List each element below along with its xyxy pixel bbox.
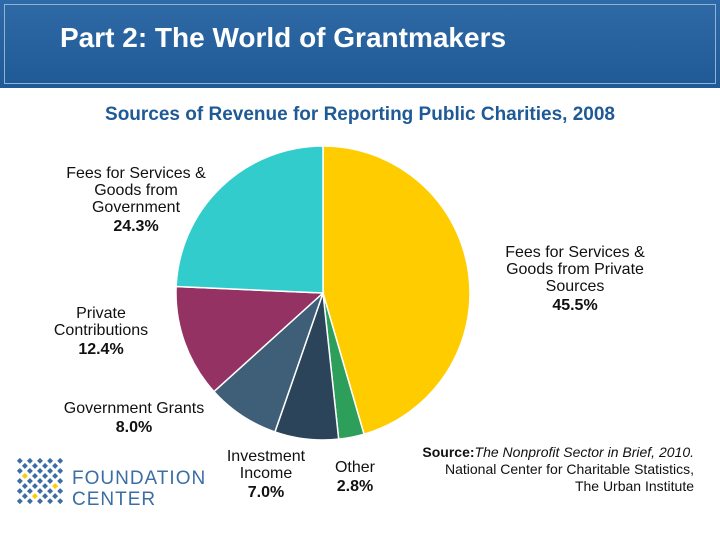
slice-label-investment-income: Investment Income xyxy=(227,448,306,482)
slice-value-other: 2.8% xyxy=(337,478,373,495)
diamond-mark-icon xyxy=(16,457,64,505)
slice-label-private-contributions: Private Contributions xyxy=(54,305,148,339)
slide-header: Part 2: The World of Grantmakers xyxy=(0,0,720,88)
pie-labels: Fees for Services & Goods from Private Sou… xyxy=(54,165,645,501)
logo-line-2: CENTER xyxy=(72,489,157,510)
slice-label-fees-private-sources: Fees for Services & Goods from Private Sou… xyxy=(505,244,645,295)
slice-value-government-grants: 8.0% xyxy=(116,419,152,436)
logo-wordmark: FOUNDATION CENTER xyxy=(72,468,206,510)
chart-title: Sources of Revenue for Reporting Public … xyxy=(105,104,615,125)
slice-label-other: Other xyxy=(335,459,376,476)
pie-slices xyxy=(175,145,471,441)
pie-slice-fees-private-sources xyxy=(322,145,471,436)
header-frame xyxy=(4,4,716,84)
source-line-2: National Center for Charitable Statistic… xyxy=(445,461,694,477)
slice-value-fees-private-sources: 45.5% xyxy=(552,297,597,314)
pie-slice-fees-government xyxy=(175,145,324,294)
source-label: Source: xyxy=(422,444,475,460)
slice-value-private-contributions: 12.4% xyxy=(78,341,123,358)
source-title: The Nonprofit Sector in Brief, 2010. xyxy=(474,444,694,460)
slice-value-investment-income: 7.0% xyxy=(248,484,284,501)
source-line-3: The Urban Institute xyxy=(574,478,694,494)
slice-label-government-grants: Government Grants xyxy=(64,400,205,417)
pie-slice-private-contributions xyxy=(175,285,325,393)
logo-line-1: FOUNDATION xyxy=(72,468,207,489)
slice-label-fees-government: Fees for Services & Goods from Government xyxy=(66,165,206,216)
source-line-1: Source:The Nonprofit Sector in Brief, 20… xyxy=(422,444,694,461)
foundation-center-logo: FOUNDATION CENTER xyxy=(12,446,205,516)
source-note: Source:The Nonprofit Sector in Brief, 20… xyxy=(422,444,694,495)
slide-title: Part 2: The World of Grantmakers xyxy=(60,22,507,53)
slice-value-fees-government: 24.3% xyxy=(113,218,158,235)
